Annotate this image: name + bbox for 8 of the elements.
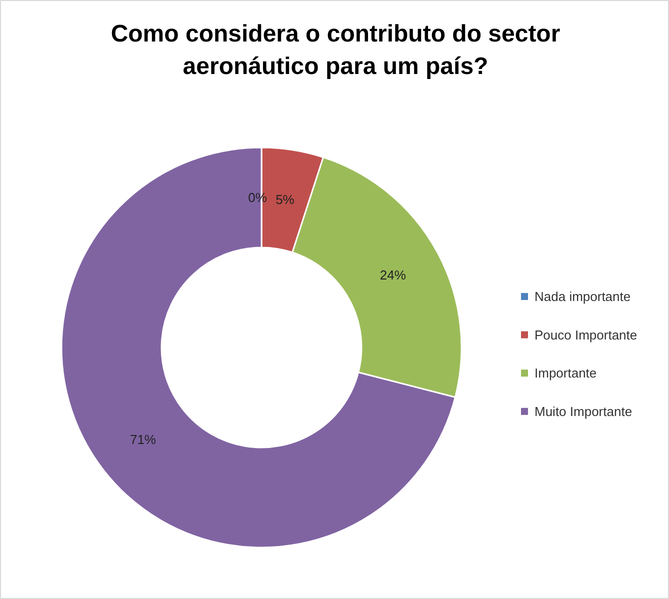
data-label: 24%: [380, 268, 406, 283]
legend-label: Pouco Importante: [534, 327, 638, 342]
data-label: 5%: [276, 192, 295, 207]
legend-label: Nada importante: [534, 289, 631, 304]
data-label: 71%: [130, 432, 156, 447]
chart-title: Como considera o contributo do sector aeronáutico para um país?: [110, 20, 560, 80]
legend-label: Muito Importante: [534, 404, 632, 419]
legend-label: Importante: [534, 366, 597, 381]
